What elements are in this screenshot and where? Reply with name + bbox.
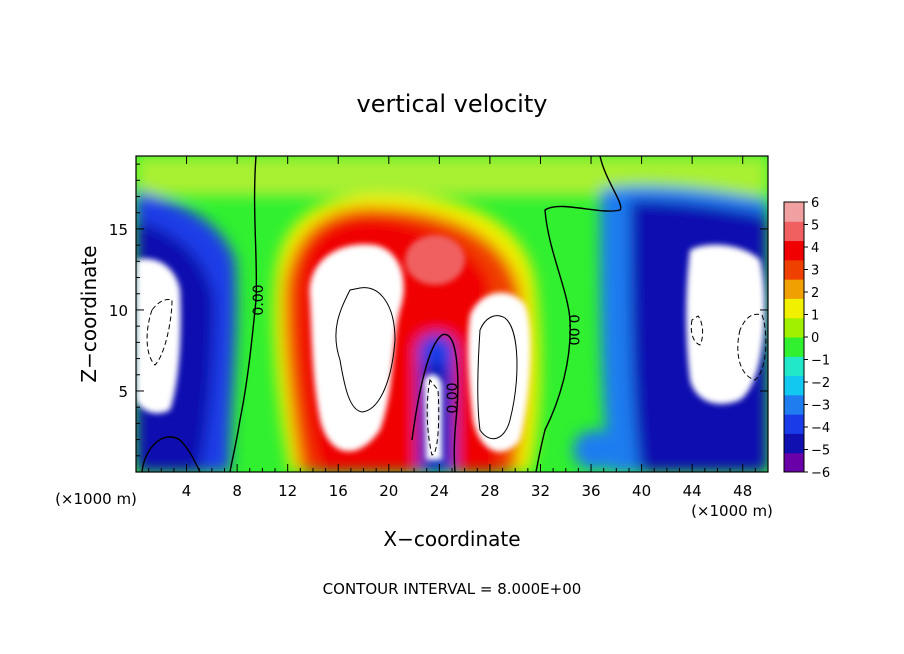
colorbar-swatch xyxy=(784,279,804,299)
contour-label: 0.00 xyxy=(251,284,267,315)
x-axis-label: X−coordinate xyxy=(383,527,520,551)
colorbar-label: 0 xyxy=(811,331,819,346)
x-tick-label: 20 xyxy=(379,482,398,500)
contour-lines xyxy=(141,156,767,472)
contour-labels: 0.00 0.00 0.00 xyxy=(251,284,581,413)
colorbar-label: −1 xyxy=(811,354,830,369)
x-tick-label: 44 xyxy=(683,482,702,500)
colorbar-swatch xyxy=(784,221,804,242)
colorbar-swatch xyxy=(784,356,804,377)
x-tick-label: 8 xyxy=(232,482,242,500)
colorbar-label: −6 xyxy=(811,466,830,481)
x-tick-label: 40 xyxy=(632,482,651,500)
x-axis: 4 8 12 16 20 24 28 32 36 40 44 48 xyxy=(148,156,769,500)
chart-title: vertical velocity xyxy=(357,90,548,118)
x-tick-label: 24 xyxy=(430,482,449,500)
colorbar-label: 3 xyxy=(811,264,819,279)
colorbar-swatch xyxy=(784,202,804,222)
heatmap-field: 0.00 0.00 0.00 xyxy=(136,156,768,472)
x-tick-label: 36 xyxy=(581,482,600,500)
x-tick-label: 4 xyxy=(182,482,192,500)
contour-label: 0.00 xyxy=(565,314,581,345)
y-tick-label: 15 xyxy=(109,221,128,239)
colorbar-swatch xyxy=(784,259,804,280)
colorbar-label: 1 xyxy=(811,309,819,324)
colorbar-swatch xyxy=(784,240,804,261)
x-unit-label-left: (×1000 m) xyxy=(55,490,137,508)
colorbar-swatch xyxy=(784,317,804,338)
colorbar-swatch xyxy=(784,394,804,415)
colorbar-label: −2 xyxy=(811,376,830,391)
x-tick-label: 16 xyxy=(329,482,348,500)
colorbar-label: 5 xyxy=(811,219,819,234)
colorbar-swatch xyxy=(784,452,804,473)
x-tick-label: 12 xyxy=(278,482,297,500)
colorbar-label: 6 xyxy=(811,196,819,211)
colorbar-swatch xyxy=(784,375,804,396)
y-tick-label: 5 xyxy=(118,383,128,401)
colorbar-label: −3 xyxy=(811,399,830,414)
colorbar-label: 2 xyxy=(811,286,819,301)
colorbar-swatch xyxy=(784,298,804,319)
colorbar-label: 4 xyxy=(811,241,819,256)
x-tick-label: 28 xyxy=(480,482,499,500)
colorbar-swatch xyxy=(784,433,804,454)
colorbar-swatch xyxy=(784,337,804,357)
y-tick-label: 10 xyxy=(109,302,128,320)
x-tick-label: 32 xyxy=(531,482,550,500)
x-tick-label: 48 xyxy=(733,482,752,500)
y-axis: 5 10 15 xyxy=(109,163,768,457)
y-axis-label: Z−coordinate xyxy=(77,245,101,382)
colorbar-swatch xyxy=(784,414,804,434)
colorbar: 6 5 4 3 2 1 0 −1 −2 −3 −4 −5 −6 xyxy=(783,196,830,481)
contour-interval-annotation: CONTOUR INTERVAL = 8.000E+00 xyxy=(323,580,582,598)
contour-label: 0.00 xyxy=(445,382,461,413)
colorbar-label: −5 xyxy=(811,444,830,459)
colorbar-label: −4 xyxy=(811,421,830,436)
x-unit-label-right: (×1000 m) xyxy=(691,502,773,520)
